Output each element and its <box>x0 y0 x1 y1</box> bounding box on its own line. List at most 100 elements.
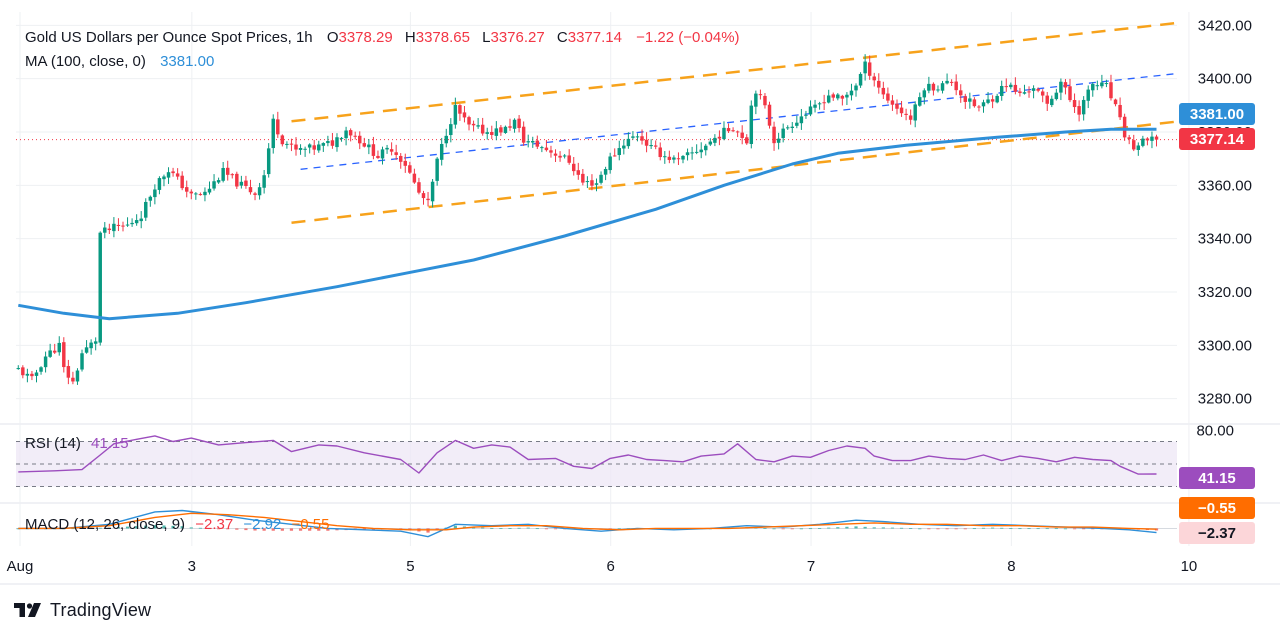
candle-body <box>663 156 667 158</box>
candle-body <box>394 152 398 155</box>
candle-body <box>622 145 626 149</box>
rsi-value-badge-bg <box>1179 467 1255 489</box>
macd-histogram-bar <box>16 528 20 530</box>
candle-body <box>776 138 781 143</box>
candle-body <box>863 61 867 74</box>
macd-histogram-bar <box>1054 528 1058 530</box>
candle-body <box>1022 92 1027 94</box>
time-tick-label: 7 <box>807 558 815 575</box>
candle-body <box>225 167 230 175</box>
candle-body <box>799 116 804 124</box>
candle-body <box>713 137 717 143</box>
candle-body <box>125 224 130 226</box>
candle-body <box>895 103 899 109</box>
time-tick-label: Aug <box>7 558 34 575</box>
candle-body <box>1009 84 1013 88</box>
candle-body <box>271 118 275 149</box>
candle-body <box>48 350 52 357</box>
candle-body <box>339 137 344 139</box>
macd-histogram-bar <box>808 528 813 530</box>
candle-body <box>139 218 143 222</box>
candle-body <box>1154 136 1159 140</box>
indicator-lines <box>16 127 1177 538</box>
macd-signal-badge: −0.55 <box>1198 500 1236 517</box>
candle-body <box>1081 99 1086 115</box>
macd-histogram-bar <box>845 526 849 529</box>
candle-body <box>276 119 280 135</box>
candle-body <box>348 130 353 136</box>
candle-body <box>959 90 963 96</box>
candle-body <box>790 126 795 128</box>
macd-histogram-bar <box>936 528 940 530</box>
rsi-tick-label: 80.00 <box>1196 422 1234 439</box>
price-tick-label: 3400.00 <box>1198 71 1252 88</box>
ma-price-badge: 3381.00 <box>1190 106 1244 123</box>
candle-body <box>1031 88 1036 91</box>
candle-body <box>230 174 234 176</box>
macd-histogram-bar <box>827 527 831 529</box>
tradingview-brand[interactable]: TradingView <box>14 599 151 621</box>
macd-legend-v2: −2.92 <box>243 516 281 533</box>
candles[interactable] <box>16 54 1159 385</box>
candle-body <box>330 140 335 146</box>
candle-body <box>144 201 148 218</box>
candle-body <box>1063 82 1068 88</box>
candle-body <box>21 367 25 376</box>
macd-histogram-bar <box>772 528 776 530</box>
candle-body <box>203 191 207 196</box>
candle-body <box>367 144 371 148</box>
candle-body <box>717 136 722 139</box>
candle-body <box>1040 91 1045 96</box>
candle-body <box>80 353 84 370</box>
macd-histogram-bar <box>899 527 904 529</box>
candle-body <box>877 80 881 88</box>
candle-body <box>590 180 594 186</box>
candle-body <box>672 157 676 160</box>
candle-body <box>608 156 612 171</box>
candle-body <box>1059 81 1063 93</box>
macd-histogram-bar <box>144 525 148 529</box>
candle-body <box>257 187 262 196</box>
macd-histogram-bar <box>1091 528 1095 530</box>
candle-body <box>52 350 57 353</box>
candle-body <box>430 181 435 202</box>
candle-body <box>312 145 316 150</box>
candle-body <box>130 222 134 225</box>
candle-body <box>1127 137 1131 140</box>
channel-upper-line <box>291 21 1180 123</box>
candle-body <box>1104 83 1109 85</box>
candle-body <box>845 94 849 98</box>
price-tick-label: 3280.00 <box>1198 391 1252 408</box>
macd-histogram-bar <box>217 528 221 530</box>
candle-body <box>43 356 48 368</box>
candle-body <box>171 171 175 174</box>
candle-body <box>439 143 444 160</box>
candle-body <box>1036 89 1040 91</box>
macd-legend-v3: −0.55 <box>292 516 330 533</box>
candle-body <box>435 158 439 181</box>
macd-histogram-bar <box>226 528 230 530</box>
candle-body <box>899 107 904 114</box>
high-value: 3378.65 <box>416 29 470 46</box>
candle-body <box>1118 104 1122 118</box>
ma-legend-label: MA (100, close, 0) <box>25 53 146 70</box>
rsi-legend: RSI (14) 41.15 <box>25 435 129 452</box>
low-value: 3376.27 <box>490 29 544 46</box>
candle-body <box>1004 86 1008 88</box>
candle-body <box>326 141 330 144</box>
macd-histogram-bar <box>881 527 885 529</box>
candle-body <box>508 126 512 128</box>
macd-histogram-bar <box>981 527 986 529</box>
macd-histogram-bar <box>89 527 93 529</box>
candle-body <box>626 138 631 147</box>
rsi-legend-label: RSI (14) <box>25 435 81 452</box>
macd-value-badge: −2.37 <box>1198 525 1236 542</box>
candle-body <box>1095 85 1100 87</box>
candle-body <box>57 342 61 353</box>
macd-legend: MACD (12, 26, close, 9) −2.37 −2.92 −0.5… <box>25 516 329 533</box>
candle-body <box>153 189 157 198</box>
last-price-badge-bg <box>1179 128 1255 150</box>
candle-body <box>303 148 307 150</box>
macd-histogram-bar <box>481 527 485 529</box>
